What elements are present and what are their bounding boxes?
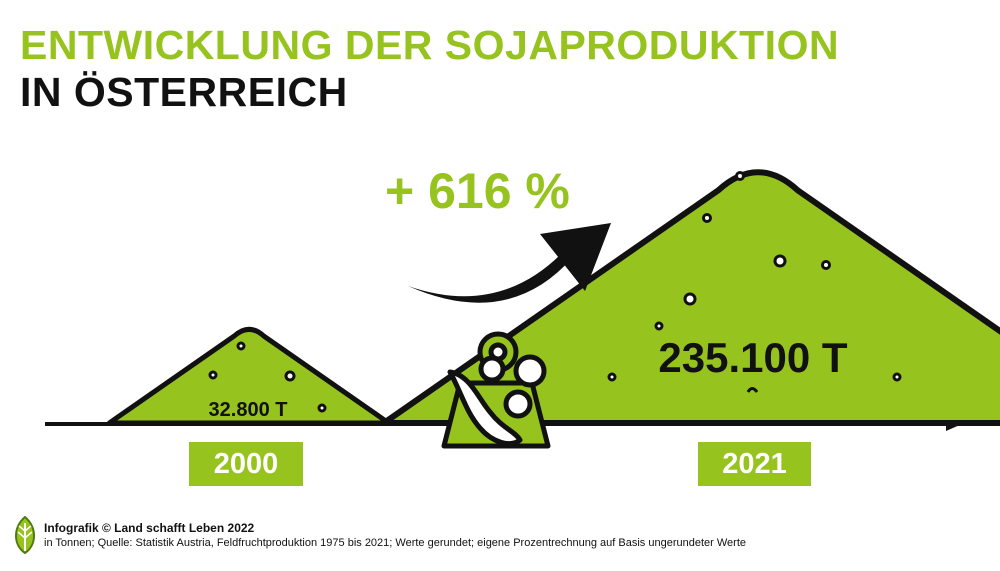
- value-label-2021: 235.100 T: [658, 334, 847, 381]
- leaf-logo-icon: [15, 515, 35, 555]
- mound-2000: [106, 326, 392, 426]
- change-label: + 616 %: [385, 163, 570, 219]
- year-badge-2000: 2000: [189, 442, 303, 486]
- year-badge-2021: 2021: [698, 442, 811, 486]
- value-label-2000: 32.800 T: [209, 399, 288, 421]
- footer-credit: Infografik © Land schafft Leben 2022: [44, 521, 255, 535]
- soy-bag-icon: [441, 331, 551, 449]
- mound-dot-arc: [746, 387, 759, 393]
- footer-source: in Tonnen; Quelle: Statistik Austria, Fe…: [44, 537, 746, 549]
- curved-arrow-icon: [408, 223, 611, 303]
- page-subtitle: IN ÖSTERREICH: [20, 69, 348, 115]
- mound-dots: [208, 171, 902, 413]
- page-title: ENTWICKLUNG DER SOJAPRODUKTION: [20, 22, 840, 68]
